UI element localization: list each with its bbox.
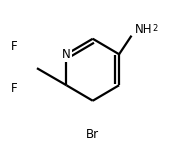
Text: 2: 2 [152, 24, 158, 33]
Text: NH: NH [135, 23, 152, 36]
Text: N: N [62, 48, 71, 61]
Text: F: F [10, 82, 17, 95]
Text: F: F [10, 40, 17, 53]
Text: Br: Br [86, 128, 99, 141]
